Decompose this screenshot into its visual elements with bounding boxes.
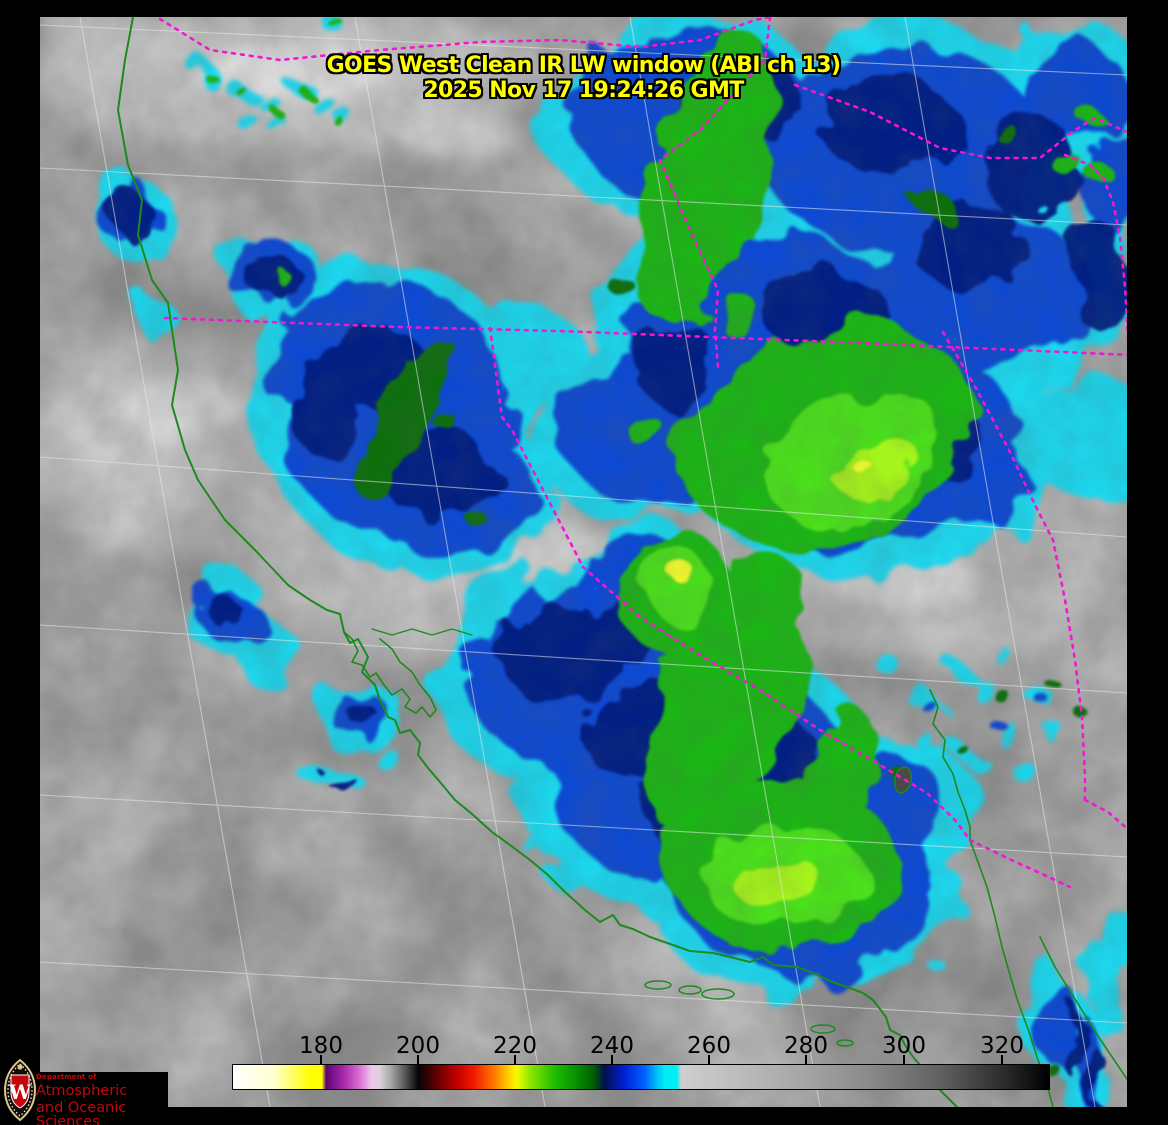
colorbar-tick-label: 200 bbox=[396, 1033, 440, 1059]
colorbar-gradient bbox=[232, 1064, 1050, 1090]
colorbar-tick-label: 180 bbox=[299, 1033, 343, 1059]
colorbar-tick bbox=[903, 1055, 905, 1065]
state-borders bbox=[158, 17, 1127, 889]
logo-dept-line: Department of bbox=[36, 1073, 97, 1081]
colorbar-tick bbox=[1001, 1055, 1003, 1065]
logo-text: Department of Atmospheric and Oceanic Sc… bbox=[36, 1074, 168, 1125]
colorbar-tick-label: 280 bbox=[784, 1033, 828, 1059]
colorbar-tick bbox=[708, 1055, 710, 1065]
uw-crest-logo: W bbox=[3, 1058, 37, 1122]
colorbar-tick bbox=[611, 1055, 613, 1065]
aos-logo: W Department of Atmospheric and Oceanic … bbox=[0, 1058, 168, 1125]
colorbar-tick-label: 300 bbox=[882, 1033, 926, 1059]
logo-name-line-2: and Oceanic Sciences bbox=[36, 1099, 127, 1125]
colorbar-tick bbox=[320, 1055, 322, 1065]
cloud-texture-dark bbox=[40, 17, 1127, 1107]
uw-monogram: W bbox=[8, 1080, 32, 1104]
colorbar-tick bbox=[514, 1055, 516, 1065]
colorbar-tick bbox=[805, 1055, 807, 1065]
salton-sea bbox=[893, 766, 913, 794]
colorbar-tick-label: 260 bbox=[687, 1033, 731, 1059]
colorbar-tick-label: 240 bbox=[590, 1033, 634, 1059]
bottom-margin-bar bbox=[0, 1107, 1168, 1125]
colorbar-tick bbox=[417, 1055, 419, 1065]
colorbar-tick-label: 320 bbox=[980, 1033, 1024, 1059]
satellite-map bbox=[40, 17, 1127, 1107]
graticule bbox=[40, 17, 1127, 1107]
colorbar-tick-label: 220 bbox=[493, 1033, 537, 1059]
satellite-image bbox=[40, 17, 1127, 1107]
logo-name-line-1: Atmospheric bbox=[36, 1083, 128, 1099]
